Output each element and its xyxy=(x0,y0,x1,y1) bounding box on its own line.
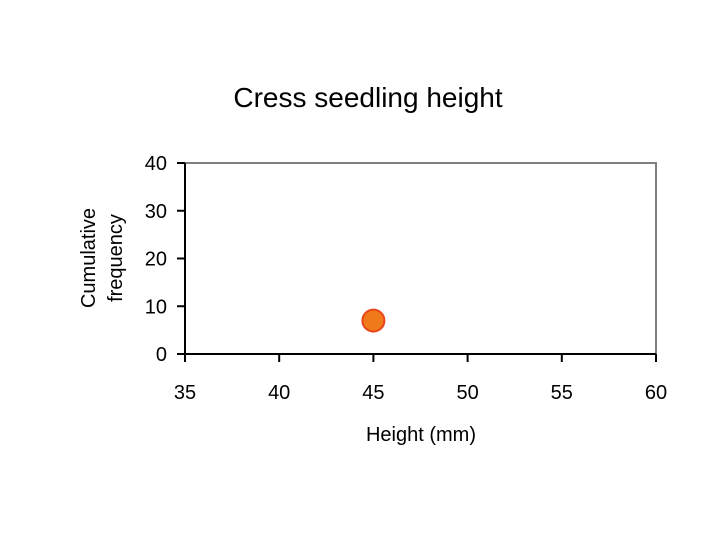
y-axis-label-line-1: Cumulative xyxy=(78,208,100,308)
y-tick-label: 0 xyxy=(156,344,167,366)
y-tick-label: 40 xyxy=(145,153,167,175)
y-axis-label-line-2: frequency xyxy=(105,214,127,302)
plot-area xyxy=(184,162,657,355)
x-tick-label: 55 xyxy=(551,382,573,404)
y-axis-label: Cumulative frequency xyxy=(78,208,127,308)
data-point xyxy=(361,308,386,333)
x-tick-label: 40 xyxy=(268,382,290,404)
x-tick-label: 35 xyxy=(174,382,196,404)
x-ticks: 35 40 45 50 55 60 xyxy=(174,354,667,404)
y-ticks: 0 10 20 30 40 xyxy=(145,153,185,366)
x-tick-label: 45 xyxy=(362,382,384,404)
x-axis-label: Height (mm) xyxy=(366,424,476,446)
chart-title: Cress seedling height xyxy=(233,82,502,113)
y-tick-label: 30 xyxy=(145,201,167,223)
plot-frame xyxy=(184,162,657,355)
data-points xyxy=(361,308,386,333)
x-tick-label: 60 xyxy=(645,382,667,404)
y-tick-label: 10 xyxy=(145,296,167,318)
x-tick-label: 50 xyxy=(456,382,478,404)
y-tick-label: 20 xyxy=(145,249,167,271)
